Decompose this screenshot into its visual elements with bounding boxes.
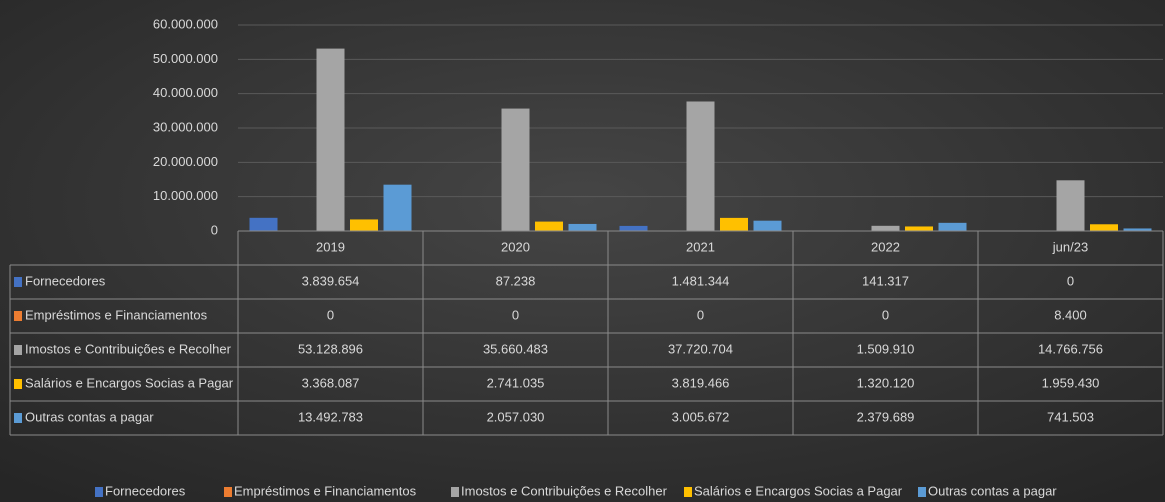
legend-key <box>14 277 22 287</box>
bar <box>720 217 748 231</box>
y-tick-label: 60.000.000 <box>153 16 218 31</box>
bar <box>316 48 345 231</box>
bar <box>568 223 597 231</box>
table-cell: 0 <box>327 307 334 322</box>
legend-label: Salários e Encargos Socias a Pagar <box>694 483 903 498</box>
bar <box>383 184 412 231</box>
legend-key <box>224 487 232 497</box>
x-tick-label: 2021 <box>686 239 715 254</box>
table-cell: 741.503 <box>1047 409 1094 424</box>
table-cell: 1.959.430 <box>1042 375 1100 390</box>
table-cell: 3.368.087 <box>302 375 360 390</box>
y-tick-label: 0 <box>211 222 218 237</box>
bar <box>619 225 648 231</box>
legend-key <box>451 487 459 497</box>
bar <box>501 108 530 231</box>
bar <box>535 221 563 231</box>
bar <box>905 226 933 231</box>
table-cell: 3.819.466 <box>672 375 730 390</box>
legend-key <box>14 311 22 321</box>
legend-label: Outras contas a pagar <box>928 483 1057 498</box>
legend-key <box>14 345 22 355</box>
table-row-label: Imostos e Contribuições e Recolher <box>25 341 232 356</box>
table-cell: 2.057.030 <box>487 409 545 424</box>
bar <box>753 220 782 231</box>
x-tick-label: 2020 <box>501 239 530 254</box>
table-cell: 141.317 <box>862 273 909 288</box>
table-cell: 87.238 <box>496 273 536 288</box>
x-tick-label: 2022 <box>871 239 900 254</box>
bar <box>249 217 278 231</box>
legend-key <box>14 413 22 423</box>
y-tick-label: 20.000.000 <box>153 154 218 169</box>
legend-key <box>95 487 103 497</box>
table-cell: 0 <box>882 307 889 322</box>
table-cell: 35.660.483 <box>483 341 548 356</box>
table-cell: 37.720.704 <box>668 341 733 356</box>
legend-key <box>14 379 22 389</box>
y-tick-label: 50.000.000 <box>153 51 218 66</box>
table-row-label: Salários e Encargos Socias a Pagar <box>25 375 234 390</box>
table-cell: 53.128.896 <box>298 341 363 356</box>
table-cell: 14.766.756 <box>1038 341 1103 356</box>
bar <box>1056 180 1085 231</box>
table-cell: 8.400 <box>1054 307 1087 322</box>
bar <box>871 225 900 231</box>
legend-key <box>684 487 692 497</box>
x-tick-label: 2019 <box>316 239 345 254</box>
table-cell: 13.492.783 <box>298 409 363 424</box>
table-cell: 1.481.344 <box>672 273 730 288</box>
table-row-label: Empréstimos e Financiamentos <box>25 307 208 322</box>
legend-label: Empréstimos e Financiamentos <box>234 483 417 498</box>
x-tick-label: jun/23 <box>1052 239 1088 254</box>
y-tick-label: 40.000.000 <box>153 85 218 100</box>
bar <box>1123 228 1152 231</box>
legend-label: Fornecedores <box>105 483 186 498</box>
table-cell: 1.509.910 <box>857 341 915 356</box>
y-tick-label: 30.000.000 <box>153 119 218 134</box>
table-cell: 0 <box>512 307 519 322</box>
bar <box>1090 224 1118 231</box>
table-row-label: Outras contas a pagar <box>25 409 154 424</box>
table-cell: 0 <box>697 307 704 322</box>
bar <box>350 219 378 231</box>
y-tick-label: 10.000.000 <box>153 188 218 203</box>
table-cell: 3.839.654 <box>302 273 360 288</box>
table-cell: 2.379.689 <box>857 409 915 424</box>
legend-label: Imostos e Contribuições e Recolher <box>461 483 668 498</box>
table-cell: 2.741.035 <box>487 375 545 390</box>
bar <box>686 101 715 231</box>
legend-key <box>918 487 926 497</box>
bar <box>938 222 967 231</box>
table-cell: 1.320.120 <box>857 375 915 390</box>
table-cell: 3.005.672 <box>672 409 730 424</box>
table-row-label: Fornecedores <box>25 273 106 288</box>
table-cell: 0 <box>1067 273 1074 288</box>
